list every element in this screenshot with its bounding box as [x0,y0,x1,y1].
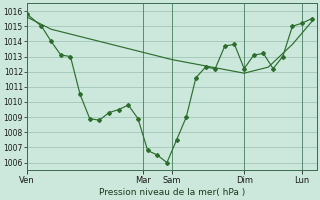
X-axis label: Pression niveau de la mer( hPa ): Pression niveau de la mer( hPa ) [99,188,245,197]
